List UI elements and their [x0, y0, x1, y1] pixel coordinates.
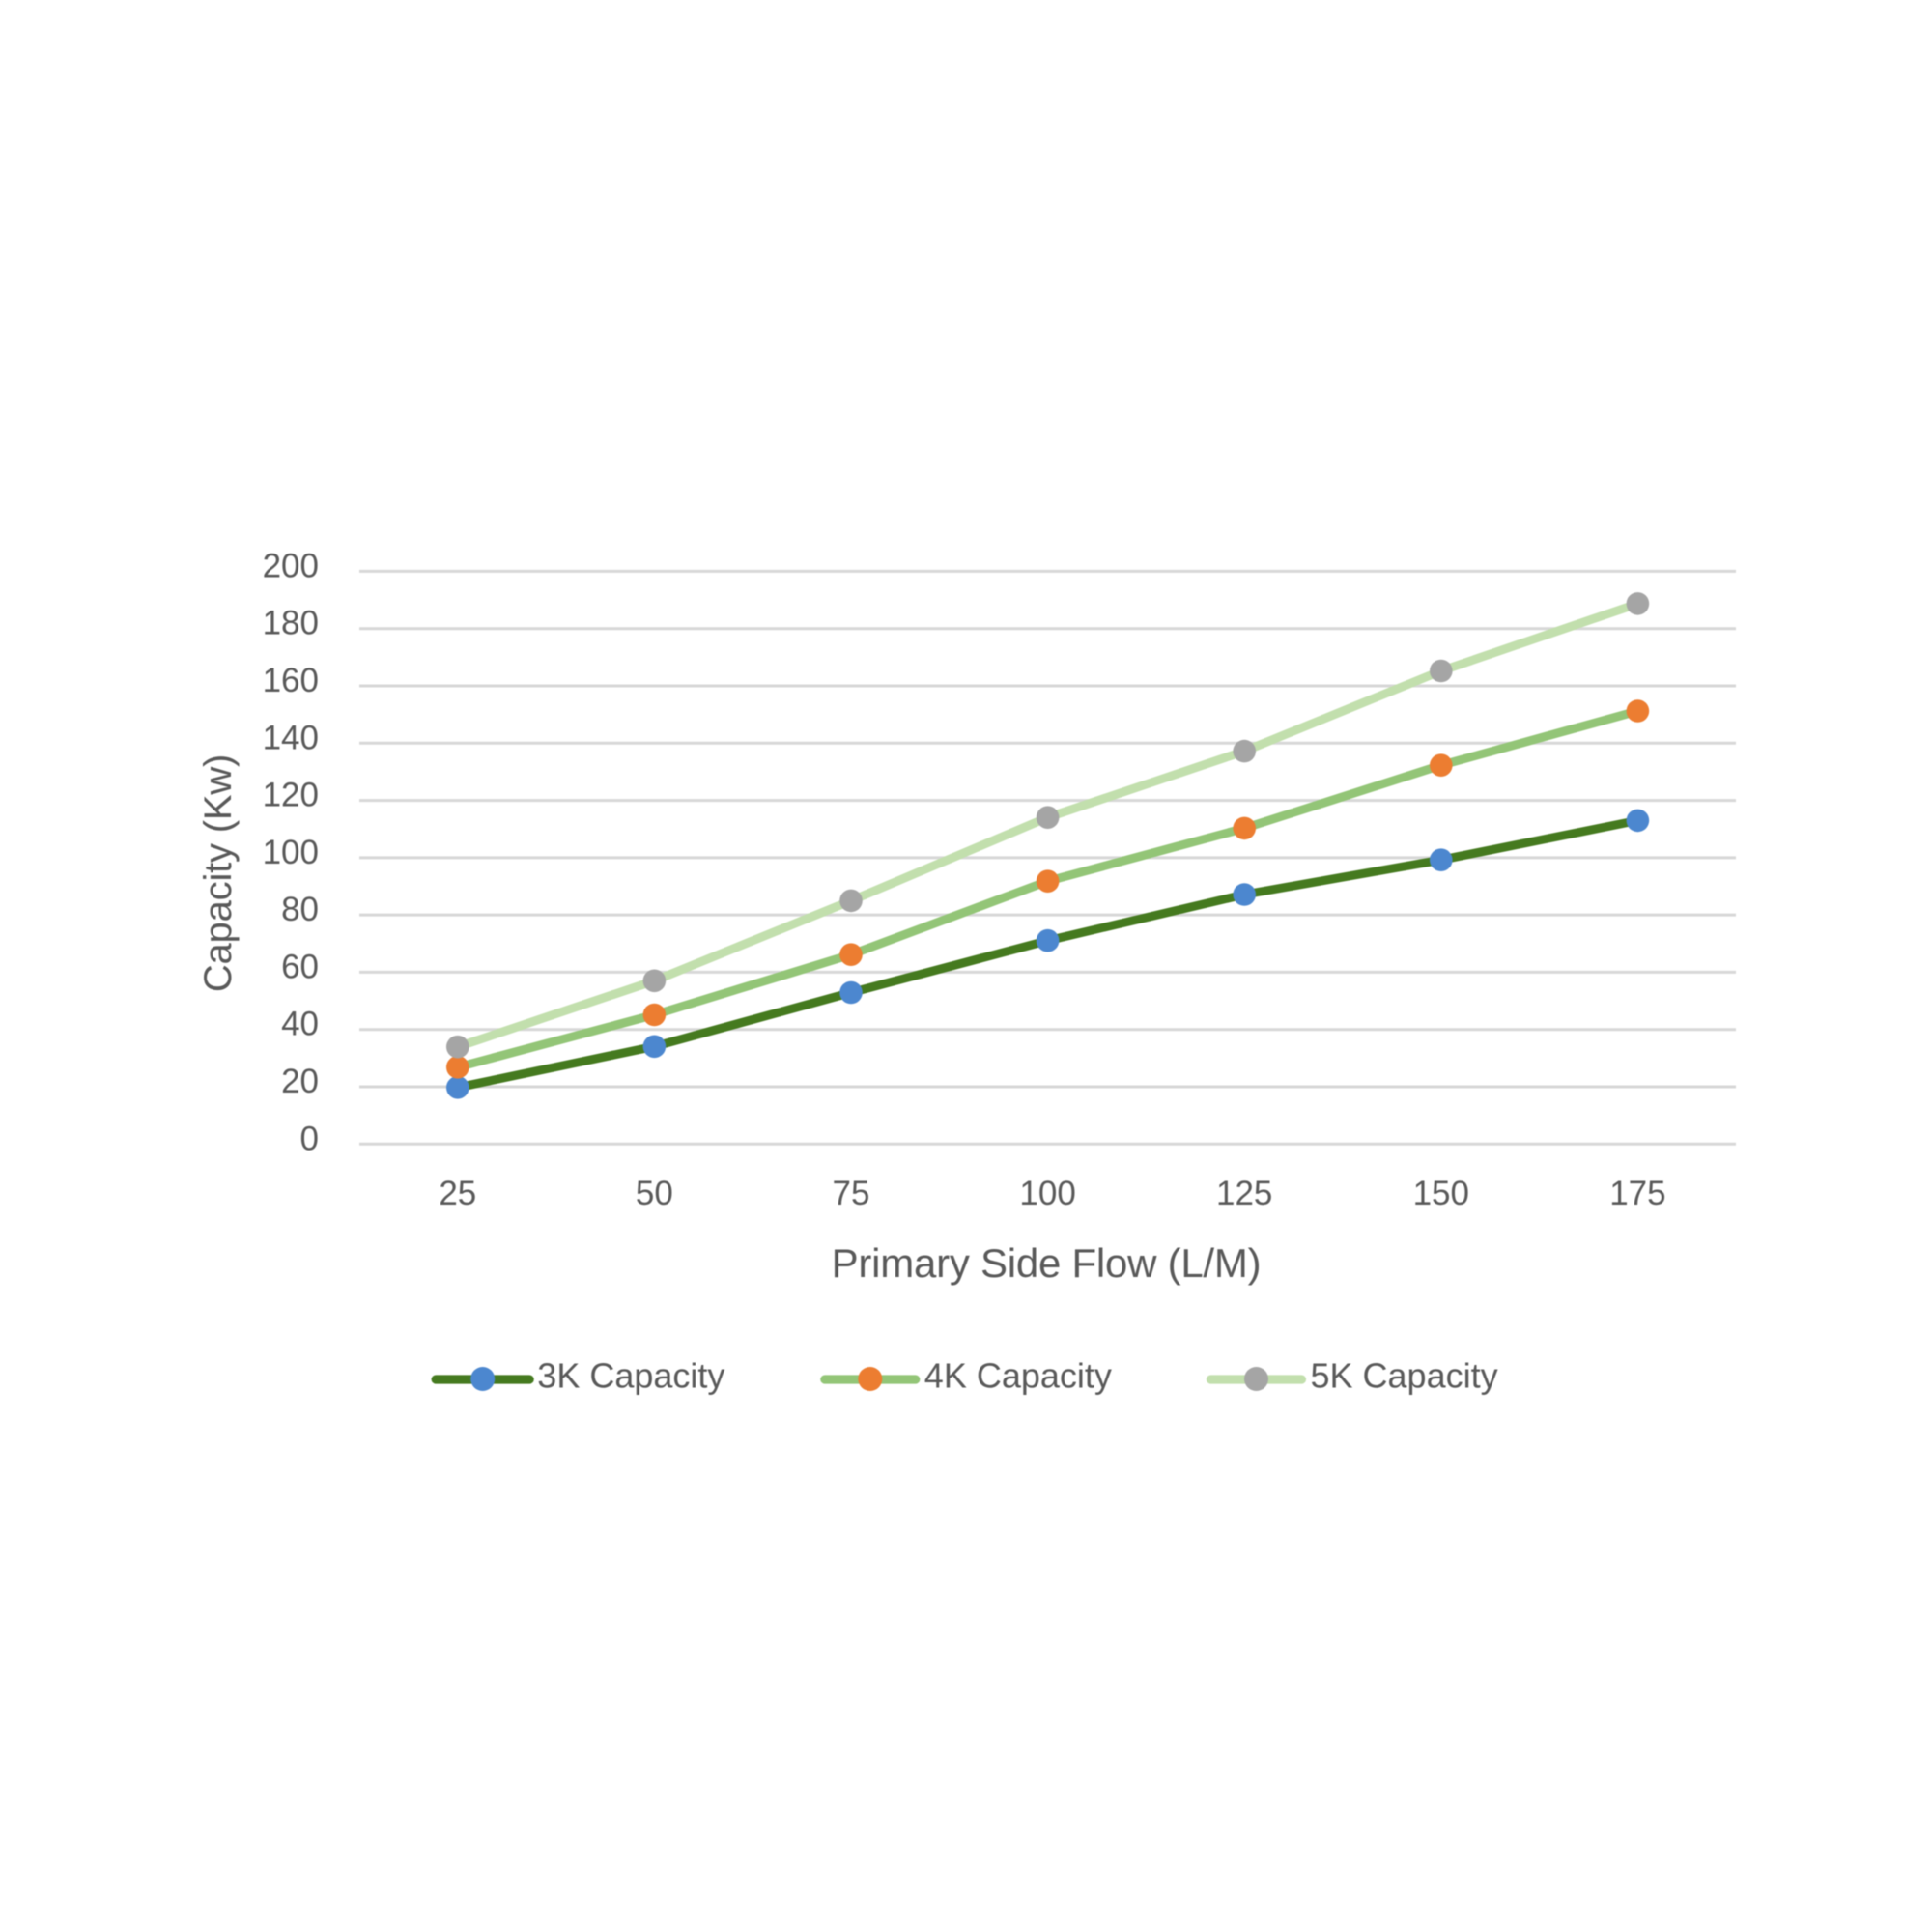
svg-text:125: 125	[1216, 1175, 1272, 1212]
svg-text:0: 0	[300, 1120, 319, 1157]
svg-text:100: 100	[263, 834, 319, 871]
svg-text:5K Capacity: 5K Capacity	[1311, 1356, 1498, 1396]
svg-text:100: 100	[1019, 1175, 1075, 1212]
svg-text:50: 50	[636, 1175, 673, 1212]
svg-text:Capacity (Kw): Capacity (Kw)	[197, 754, 240, 992]
svg-text:25: 25	[439, 1175, 476, 1212]
svg-text:160: 160	[263, 662, 319, 699]
svg-text:60: 60	[281, 948, 319, 985]
svg-text:120: 120	[263, 777, 319, 814]
svg-text:Primary Side Flow (L/M): Primary Side Flow (L/M)	[832, 1240, 1262, 1286]
svg-text:175: 175	[1609, 1175, 1665, 1212]
svg-text:20: 20	[281, 1063, 319, 1100]
svg-text:3K Capacity: 3K Capacity	[537, 1356, 724, 1396]
svg-text:4K Capacity: 4K Capacity	[924, 1356, 1112, 1396]
svg-text:80: 80	[281, 891, 319, 928]
svg-text:140: 140	[263, 719, 319, 756]
svg-text:200: 200	[263, 547, 319, 584]
svg-text:180: 180	[263, 605, 319, 642]
svg-text:40: 40	[281, 1006, 319, 1043]
svg-text:150: 150	[1413, 1175, 1469, 1212]
svg-text:75: 75	[833, 1175, 870, 1212]
